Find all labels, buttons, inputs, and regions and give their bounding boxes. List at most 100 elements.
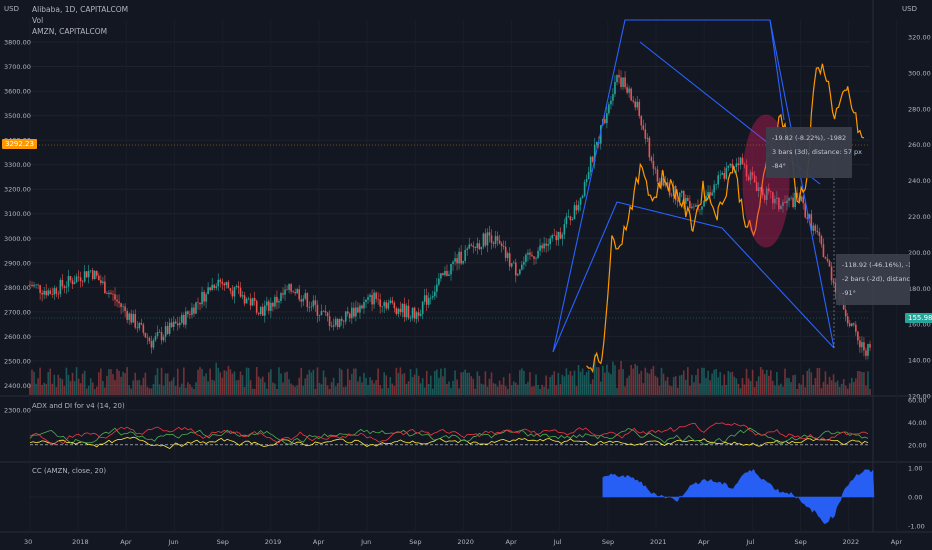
candle-body [310, 306, 313, 308]
candle-body [207, 287, 209, 295]
volume-bar [35, 383, 37, 395]
candle-body [514, 262, 517, 276]
volume-bar [243, 387, 246, 395]
candle-body [498, 240, 501, 244]
volume-bar [150, 388, 153, 395]
volume-bar [296, 385, 298, 395]
volume-bar [796, 388, 798, 395]
candle-body [794, 192, 796, 208]
candle-body [41, 292, 43, 295]
compare-legend[interactable]: AMZN, CAPITALCOM [32, 27, 108, 36]
adx-legend[interactable]: ADX and DI for v4 (14, 20) [32, 402, 125, 410]
volume-bar [104, 387, 106, 395]
volume-bar [514, 382, 517, 395]
candle-body [517, 274, 519, 276]
candle-body [680, 191, 683, 193]
y-right-tick: 120.00 [908, 393, 931, 401]
volume-bar [656, 377, 659, 395]
volume-bar [304, 378, 307, 395]
candle-body [575, 205, 578, 211]
candle-body [284, 289, 286, 295]
y-right-tick: 280.00 [908, 105, 931, 113]
candle-body [367, 297, 369, 300]
candle-body [727, 165, 730, 168]
volume-bar [407, 381, 410, 395]
volume-bar [112, 374, 114, 395]
measure-tooltip-lower: -118.92 (-46.16%), -11 -2 bars (-2d), di… [836, 254, 910, 305]
x-tick: 2020 [457, 538, 474, 546]
harmonic-pattern[interactable] [552, 19, 835, 353]
volume-bar [814, 377, 817, 395]
candle-body [164, 326, 167, 337]
volume-bar [229, 369, 232, 395]
candle-body [436, 284, 438, 292]
candle-body [351, 307, 353, 319]
volume-bar [836, 380, 839, 395]
candle-body [759, 187, 762, 189]
candle-body [824, 257, 827, 259]
volume-bar [308, 369, 311, 395]
candle-body [415, 312, 418, 319]
volume-bar [571, 375, 574, 395]
volume-bar [749, 381, 752, 395]
symbol-legend[interactable]: Alibaba, 1D, CAPITALCOM [32, 5, 129, 14]
candle-body [328, 316, 331, 326]
volume-bar [472, 378, 475, 395]
candle-body [490, 235, 493, 243]
candle-body [187, 311, 189, 315]
volume-bar [563, 376, 566, 395]
candle-body [646, 137, 649, 139]
volume-bar [778, 385, 780, 395]
candle-body [431, 296, 434, 298]
candle-body [211, 284, 213, 291]
cc-legend[interactable]: CC (AMZN, close, 20) [32, 467, 107, 475]
volume-bar [561, 374, 564, 395]
pattern-inner [552, 201, 835, 353]
candle-body [591, 156, 594, 162]
volume-bar [444, 367, 446, 395]
volume-bar [810, 372, 813, 395]
candle-body [33, 284, 35, 287]
candle-body [243, 295, 246, 304]
candle-body [559, 231, 562, 239]
vol-legend[interactable]: Vol [32, 16, 44, 25]
volume-bar [551, 374, 554, 395]
volume-bar [494, 383, 497, 395]
candle-body [81, 281, 84, 282]
candle-body [170, 322, 173, 327]
candle-body [233, 287, 236, 297]
candle-body [668, 187, 671, 196]
volume-bar [820, 388, 823, 395]
candle-body [312, 300, 315, 307]
candle-body [247, 298, 250, 300]
volume-bar [178, 387, 181, 395]
candle-body [555, 235, 558, 241]
candle-body [844, 309, 847, 317]
volume-bar [87, 385, 90, 395]
y-left-tick: 3700.00 [4, 63, 31, 71]
y-left-tick: 2800.00 [4, 284, 31, 292]
candle-body [478, 243, 481, 250]
candle-body [304, 293, 307, 299]
volume-bar [739, 388, 742, 395]
candle-body [834, 282, 837, 293]
candle-body [276, 296, 278, 303]
volume-bar [498, 380, 501, 395]
candle-body [379, 299, 381, 307]
volume-bar [336, 383, 339, 395]
volume-bar [537, 385, 539, 395]
volume-bar [255, 367, 258, 395]
volume-bar [373, 383, 375, 395]
candle-body [191, 307, 193, 315]
volume-bar [642, 383, 645, 395]
volume-bar [737, 383, 740, 395]
price-tag-right: 155.98 [905, 313, 932, 323]
volume-bar [324, 377, 327, 395]
volume-bar [545, 375, 547, 395]
volume-bar [525, 384, 527, 395]
candle-body [551, 235, 554, 239]
candle-body [640, 116, 643, 126]
candle-body [219, 279, 222, 282]
price-tag-left: 3292.23 [2, 139, 37, 149]
